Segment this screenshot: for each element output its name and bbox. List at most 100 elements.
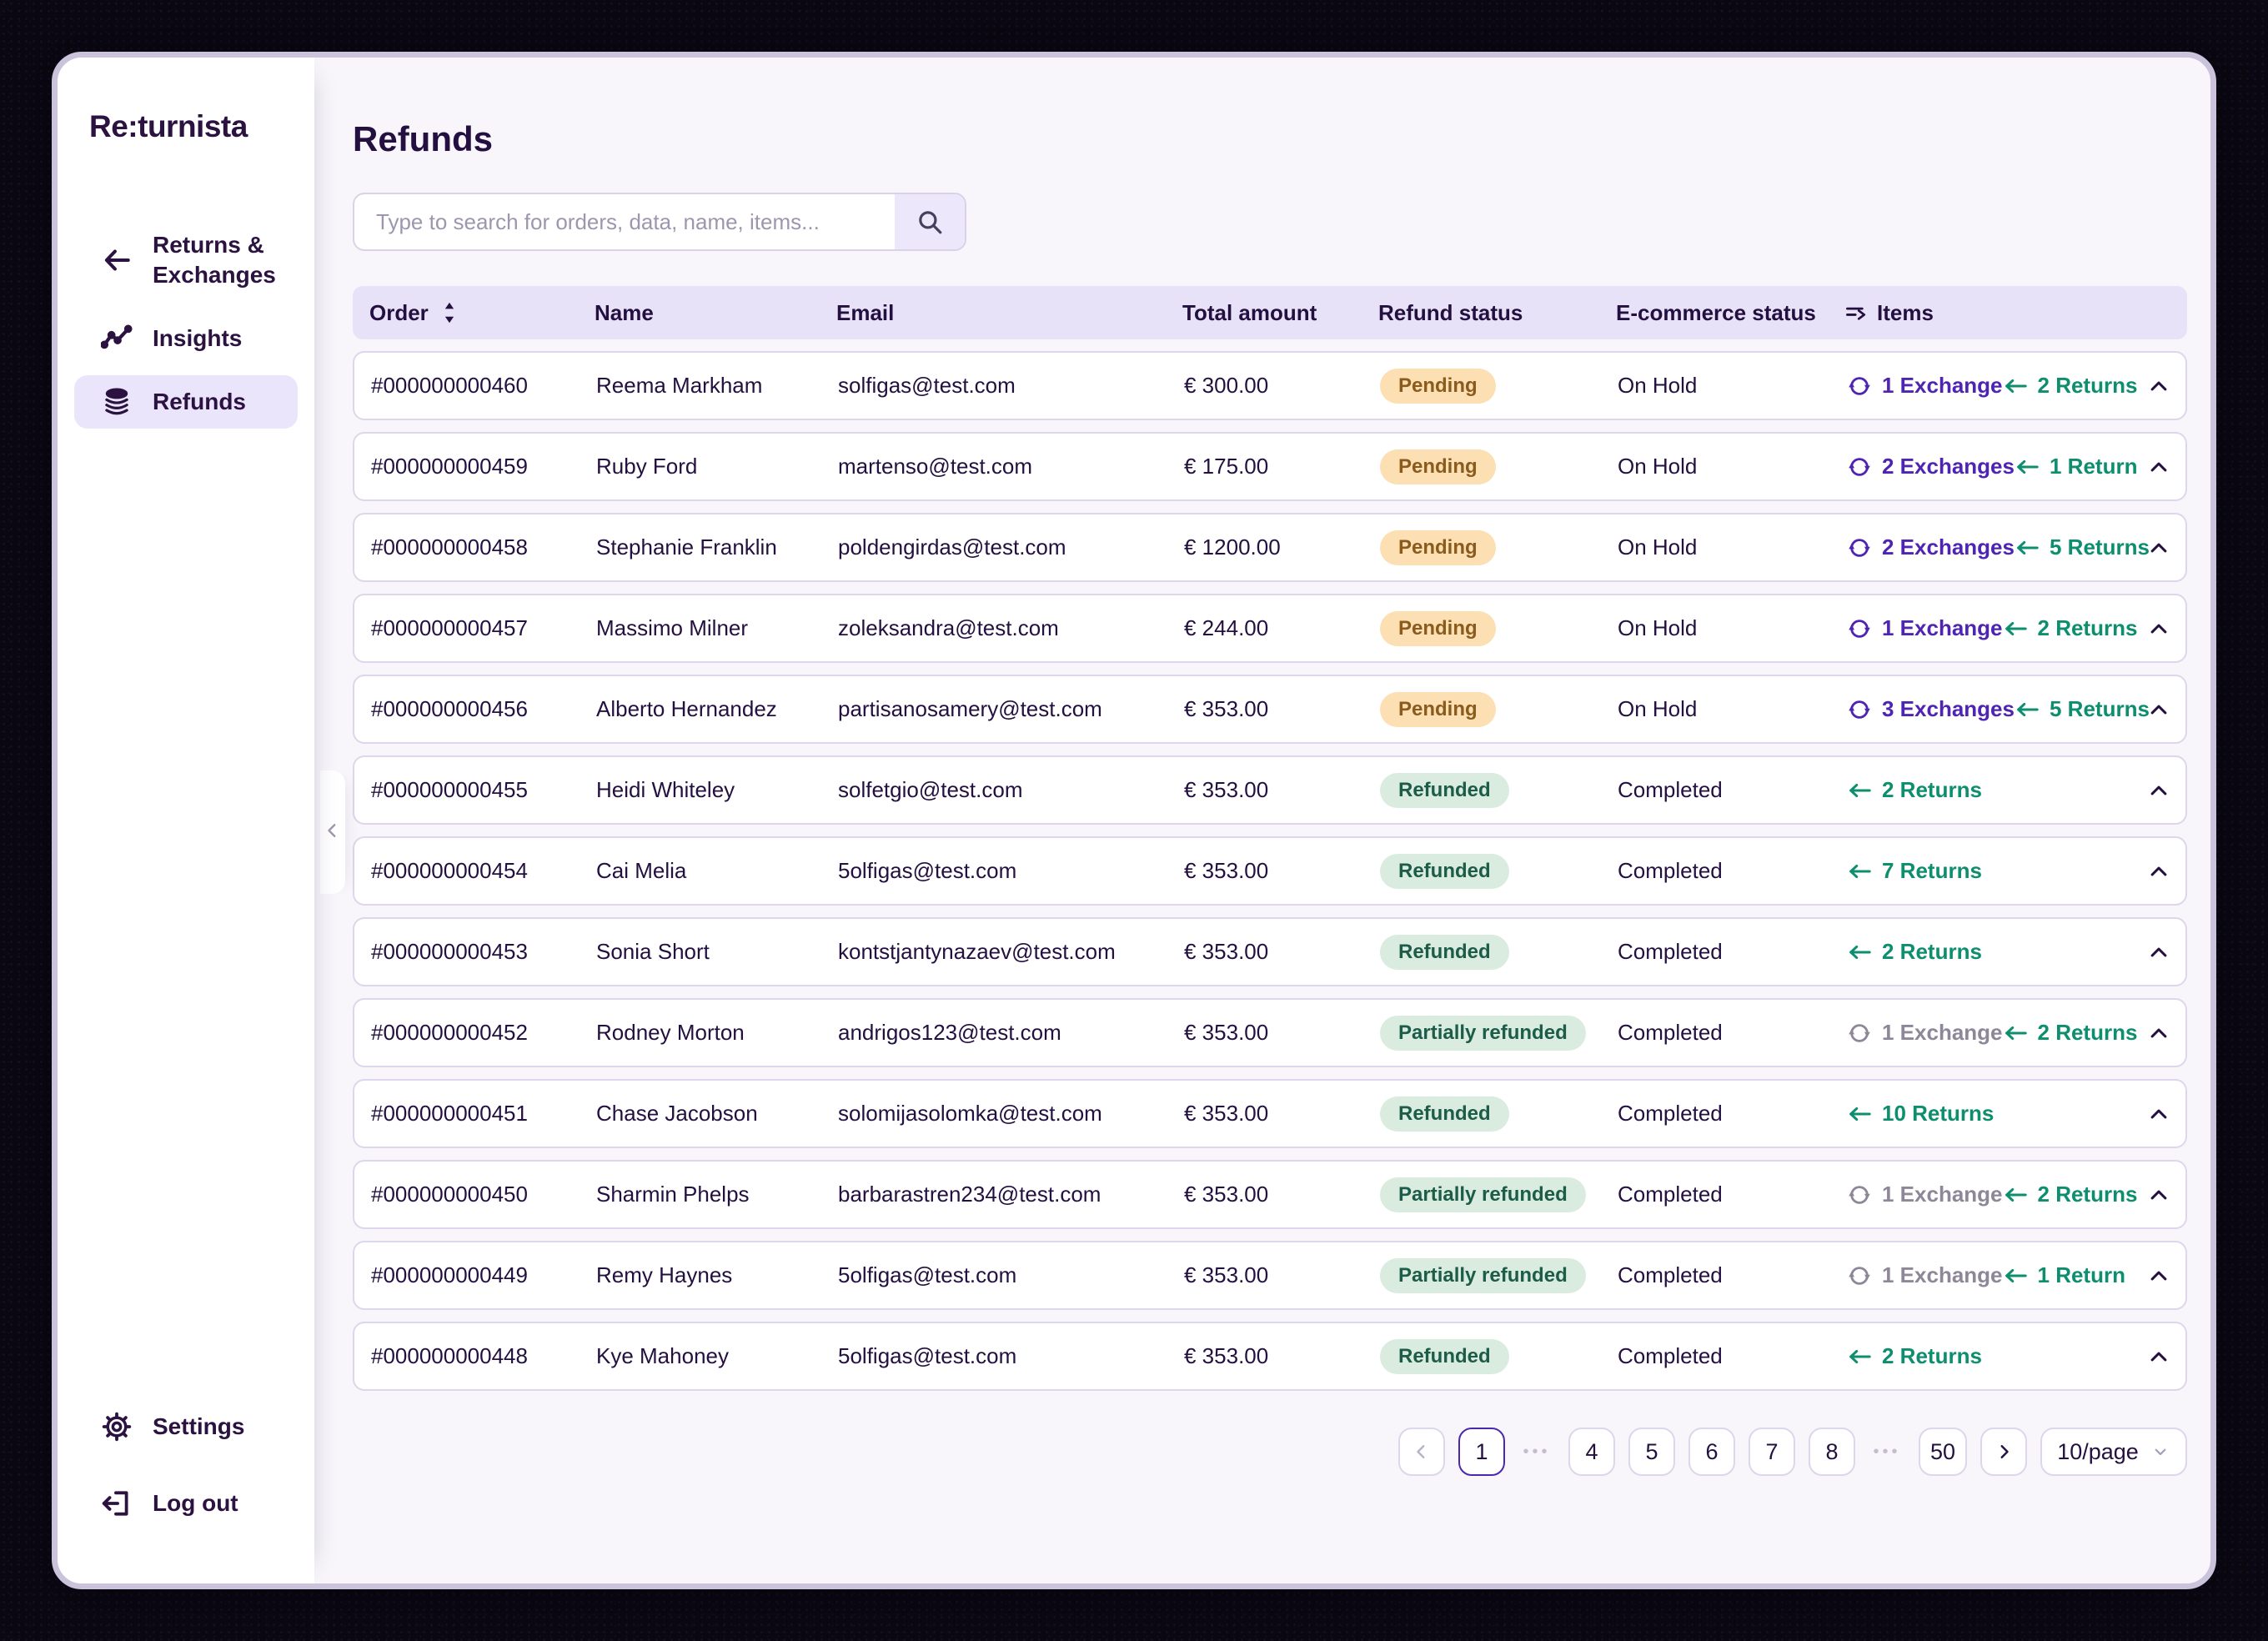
email-cell: barbarastren234@test.com (838, 1182, 1101, 1207)
sidebar-item-returns-exchanges[interactable]: Returns & Exchanges (74, 219, 298, 302)
table-row: #000000000453 Sonia Short kontstjantynazae… (353, 917, 2187, 987)
returns-link[interactable]: 5 Returns (2015, 696, 2150, 722)
returns-link[interactable]: 1 Return (2015, 454, 2137, 479)
returns-link[interactable]: 2 Returns (1847, 939, 1982, 965)
exchange-link[interactable]: 1 Exchange (1847, 1020, 2003, 1046)
row-collapse-button[interactable] (2132, 536, 2185, 560)
email-cell: poldengirdas@test.com (838, 534, 1066, 560)
back-arrow-icon (101, 244, 133, 276)
name-cell: Heidi Whiteley (596, 777, 735, 803)
column-header-order[interactable]: Order (369, 300, 595, 326)
exchange-link[interactable]: 3 Exchanges (1847, 696, 2015, 722)
chevron-right-icon (1994, 1442, 2014, 1462)
chevron-up-icon (2147, 1102, 2170, 1126)
pagination-page-8[interactable]: 8 (1808, 1428, 1855, 1477)
search-input[interactable] (354, 194, 895, 250)
returns-link[interactable]: 2 Returns (2003, 615, 2137, 641)
exchange-link[interactable]: 2 Exchanges (1847, 454, 2015, 479)
returns-link[interactable]: 10 Returns (1847, 1101, 1994, 1127)
sidebar-item-log-out[interactable]: Log out (74, 1477, 298, 1530)
exchange-icon (1847, 1182, 1872, 1207)
pagination-page-50[interactable]: 50 (1918, 1428, 1967, 1477)
refund-status-cell: Pending (1380, 368, 1618, 404)
table-row: #000000000448 Kye Mahoney 5olfigas@test.co… (353, 1322, 2187, 1392)
pagination-prev-button[interactable] (1397, 1428, 1445, 1477)
exchange-link[interactable]: 1 Exchange (1847, 615, 2003, 641)
page-size-select[interactable]: 10/page (2040, 1428, 2187, 1477)
returns-link[interactable]: 2 Returns (2003, 373, 2138, 399)
exchange-icon (1847, 697, 1872, 722)
exchange-link[interactable]: 1 Exchange (1847, 1182, 2003, 1207)
column-header-refund-status: Refund status (1378, 300, 1616, 326)
refund-status-badge: Refunded (1380, 1096, 1509, 1132)
pagination-page-4[interactable]: 4 (1568, 1428, 1615, 1477)
pagination-page-1[interactable]: 1 (1458, 1428, 1505, 1477)
column-label: Name (595, 299, 654, 325)
row-collapse-button[interactable] (2132, 455, 2185, 479)
column-header-email: Email (836, 300, 1182, 326)
refund-status-cell: Refunded (1380, 934, 1618, 970)
email-cell: zoleksandra@test.com (838, 615, 1059, 641)
exchange-link[interactable]: 1 Exchange (1847, 373, 2003, 399)
row-collapse-button[interactable] (2132, 941, 2185, 964)
exchange-link[interactable]: 1 Exchange (1847, 1262, 2003, 1288)
returns-link[interactable]: 1 Return (2003, 1262, 2125, 1288)
returns-label: 10 Returns (1882, 1101, 1995, 1127)
sidebar-item-insights[interactable]: Insights (74, 312, 298, 365)
name-cell: Reema Markham (596, 373, 763, 399)
row-collapse-button[interactable] (2132, 617, 2185, 640)
exchange-label: 1 Exchange (1882, 615, 2003, 641)
exchange-icon (1847, 535, 1872, 560)
exchange-icon (1847, 454, 1872, 479)
table-row: #000000000451 Chase Jacobson solomijasolom… (353, 1079, 2187, 1149)
order-cell: #000000000457 (371, 615, 528, 641)
sidebar-item-label: Refunds (153, 388, 246, 414)
returns-label: 2 Returns (1882, 777, 1982, 803)
row-collapse-button[interactable] (2132, 1021, 2185, 1045)
returns-label: 2 Returns (2037, 373, 2138, 399)
refund-status-badge: Pending (1380, 529, 1496, 565)
refund-status-badge: Partially refunded (1380, 1257, 1586, 1293)
refund-status-badge: Pending (1380, 610, 1496, 646)
row-collapse-button[interactable] (2132, 779, 2185, 802)
table-row: #000000000459 Ruby Ford martenso@test.com €… (353, 432, 2187, 502)
insights-icon (101, 323, 133, 354)
pagination-page-6[interactable]: 6 (1688, 1428, 1735, 1477)
sidebar-item-label: Returns & Exchanges (153, 232, 276, 289)
sidebar-item-settings[interactable]: Settings (74, 1400, 298, 1453)
exchange-label: 1 Exchange (1882, 1262, 2003, 1288)
returns-link[interactable]: 2 Returns (2003, 1020, 2137, 1046)
sidebar-item-refunds[interactable]: Refunds (74, 374, 298, 429)
amount-cell: € 244.00 (1184, 615, 1269, 641)
row-collapse-button[interactable] (2132, 1183, 2185, 1207)
row-collapse-button[interactable] (2132, 1102, 2185, 1126)
row-collapse-button[interactable] (2132, 374, 2185, 398)
main-content: Refunds Order Name Email Total amount Refund… (314, 58, 2210, 1583)
returns-link[interactable]: 7 Returns (1847, 858, 1982, 884)
row-collapse-button[interactable] (2132, 698, 2185, 721)
items-cell: 2 Returns (1847, 777, 2132, 803)
pagination-page-5[interactable]: 5 (1628, 1428, 1675, 1477)
chevron-up-icon (2147, 1021, 2170, 1045)
returns-link[interactable]: 5 Returns (2015, 534, 2150, 560)
return-arrow-icon (2003, 374, 2028, 399)
name-cell: Stephanie Franklin (596, 534, 777, 560)
column-label: Order (369, 299, 429, 325)
returns-link[interactable]: 2 Returns (2003, 1182, 2137, 1207)
sidebar-bottom-nav: Settings Log out (58, 1400, 314, 1530)
column-label: Refund status (1378, 299, 1523, 325)
search-button[interactable] (895, 194, 965, 250)
pagination-next-button[interactable] (1980, 1428, 2027, 1477)
row-collapse-button[interactable] (2132, 1345, 2185, 1368)
pagination-page-7[interactable]: 7 (1748, 1428, 1795, 1477)
column-label: Items (1877, 299, 1934, 325)
sidebar-collapse-button[interactable] (320, 770, 345, 894)
returns-link[interactable]: 2 Returns (1847, 777, 1982, 803)
chevron-up-icon (2147, 1264, 2170, 1287)
returns-link[interactable]: 2 Returns (1847, 1343, 1982, 1369)
refund-status-cell: Refunded (1380, 772, 1618, 808)
row-collapse-button[interactable] (2132, 860, 2185, 883)
exchange-link[interactable]: 2 Exchanges (1847, 534, 2015, 560)
row-collapse-button[interactable] (2132, 1264, 2185, 1287)
return-arrow-icon (2003, 1021, 2028, 1046)
